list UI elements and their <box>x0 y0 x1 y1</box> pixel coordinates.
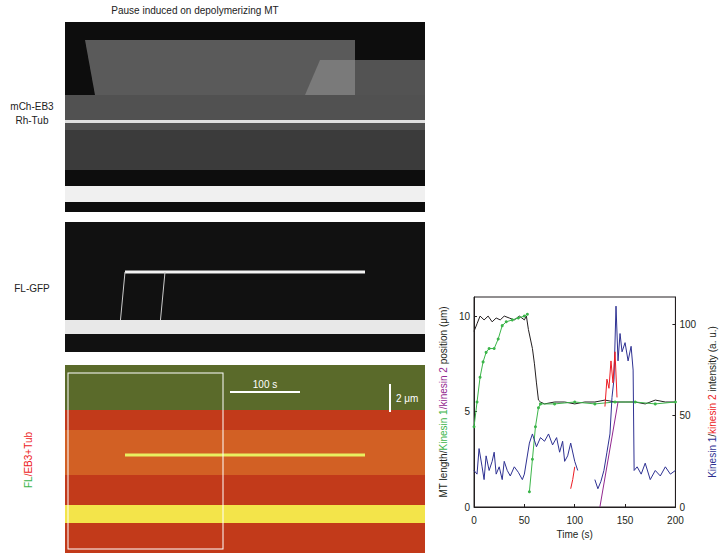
svg-text:5: 5 <box>464 406 470 417</box>
svg-text:0: 0 <box>471 515 477 526</box>
svg-text:FL/EB3+Tub: FL/EB3+Tub <box>23 432 34 488</box>
svg-text:50: 50 <box>679 410 691 421</box>
svg-text:100: 100 <box>566 515 583 526</box>
svg-text:Kinesin 1: Kinesin 1 <box>707 436 718 478</box>
svg-text:FL-GFP: FL-GFP <box>14 283 50 294</box>
svg-text:/kinesin 2: /kinesin 2 <box>438 367 449 410</box>
svg-text:0: 0 <box>464 502 470 513</box>
svg-text:100: 100 <box>679 319 696 330</box>
svg-text:kinesin 2: kinesin 2 <box>707 394 718 434</box>
svg-text:Kinesin 1: Kinesin 1 <box>438 409 449 451</box>
svg-text:Pause induced on depolymerizin: Pause induced on depolymerizing MT <box>111 5 278 16</box>
svg-text:150: 150 <box>617 515 634 526</box>
svg-text:2 μm: 2 μm <box>396 393 418 404</box>
svg-text:10: 10 <box>459 311 471 322</box>
svg-text:200: 200 <box>667 515 684 526</box>
svg-text:intensity (a. u.): intensity (a. u.) <box>707 326 718 394</box>
svg-text:Rh-Tub: Rh-Tub <box>16 115 49 126</box>
svg-text:50: 50 <box>519 515 531 526</box>
svg-text:0: 0 <box>679 502 685 513</box>
svg-text:position (μm): position (μm) <box>438 306 449 367</box>
svg-text:MT length/: MT length/ <box>438 450 449 497</box>
svg-text:Time (s): Time (s) <box>557 529 593 540</box>
svg-text:mCh-EB3: mCh-EB3 <box>10 101 54 112</box>
svg-text:100 s: 100 s <box>253 379 277 390</box>
